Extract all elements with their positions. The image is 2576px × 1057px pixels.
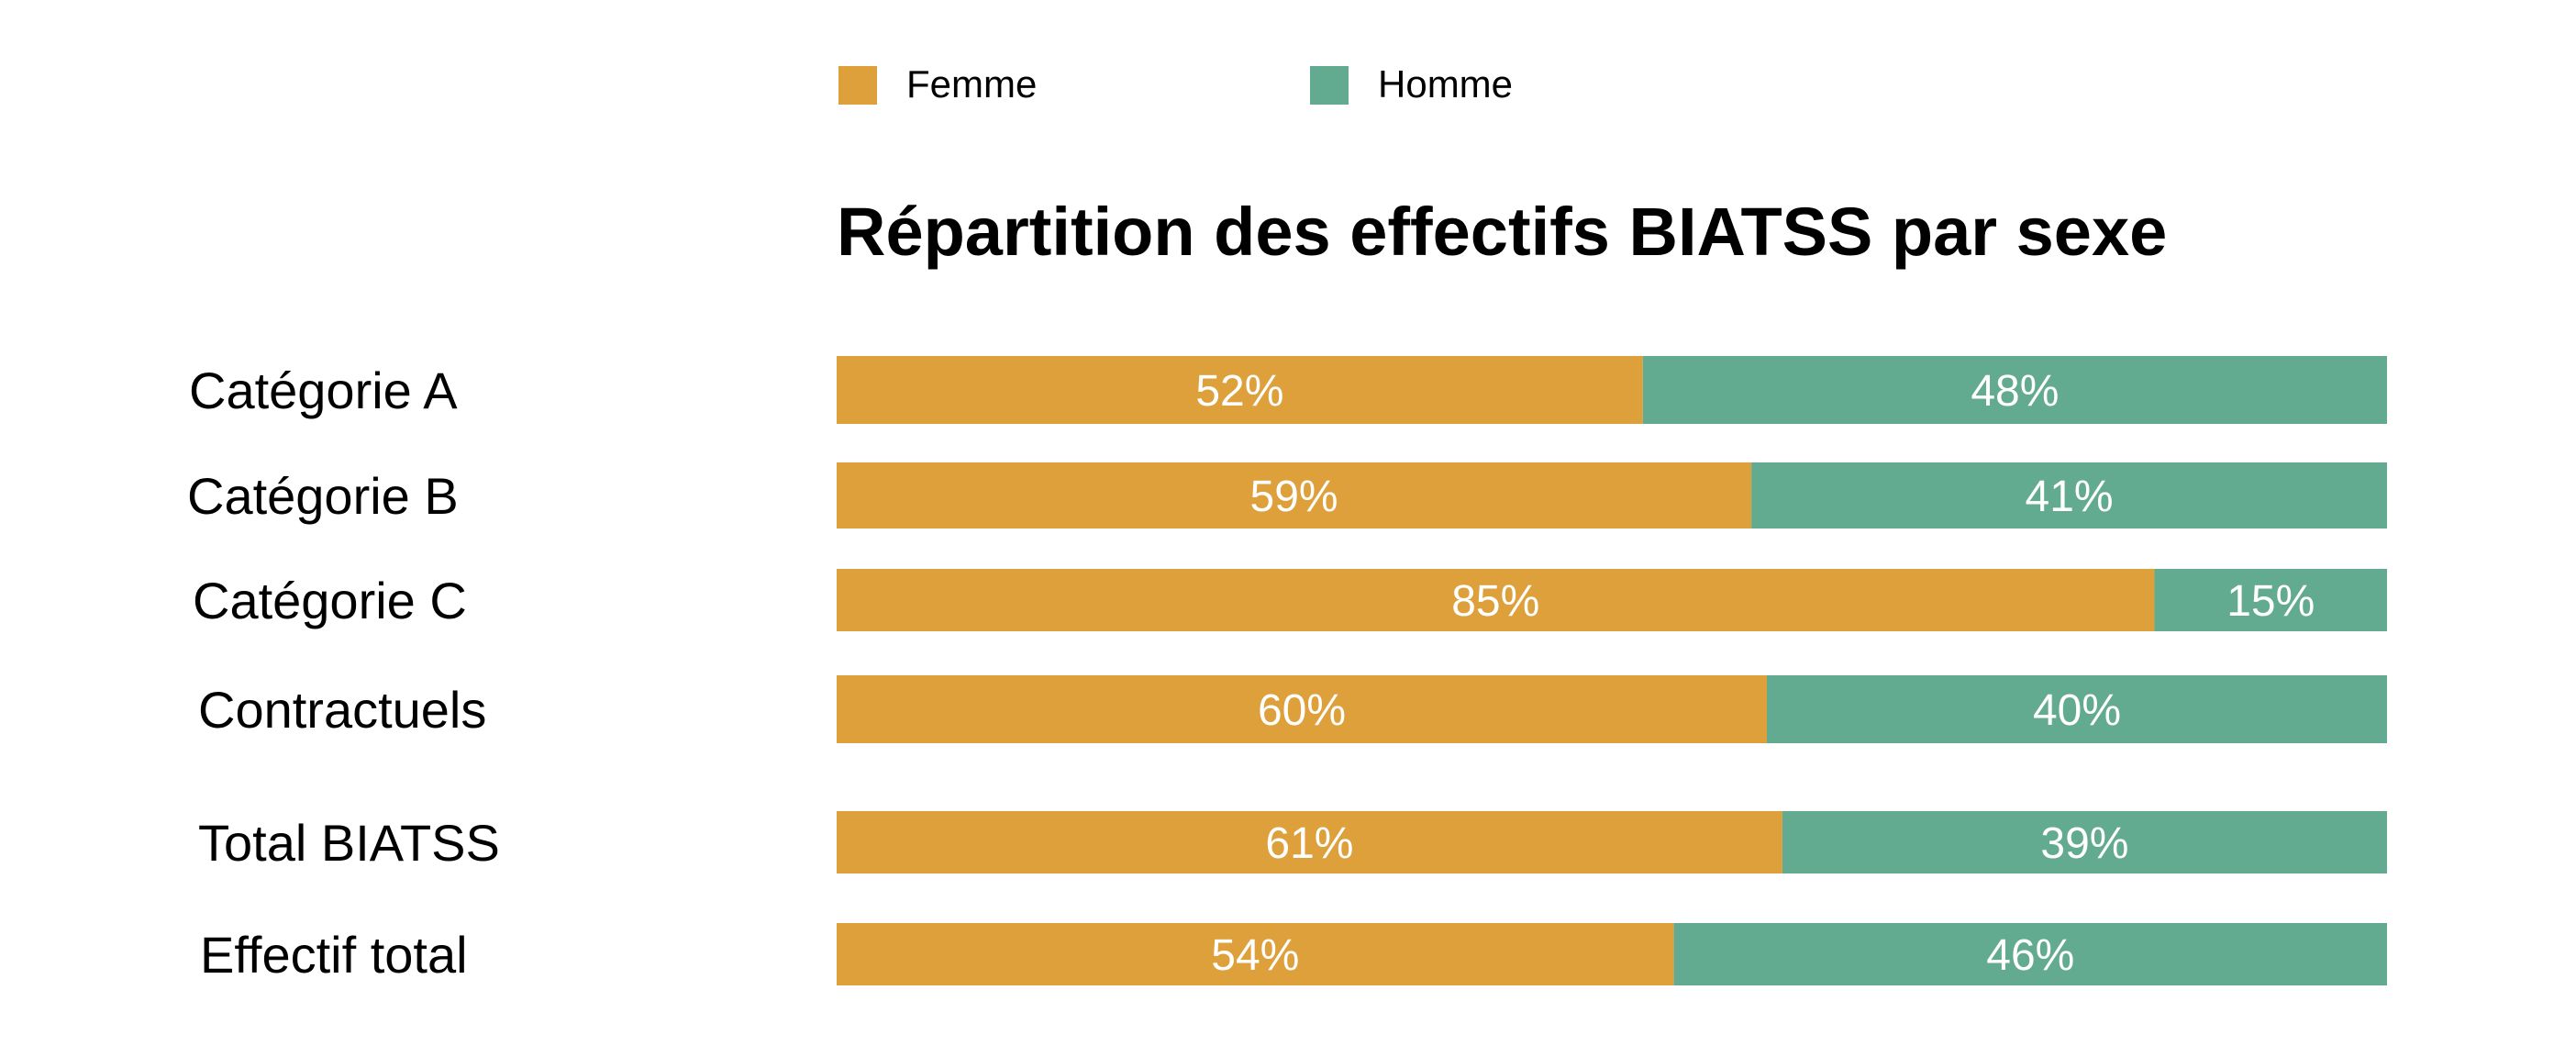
bar-segment-homme	[1751, 462, 2387, 528]
category-label: Catégorie B	[187, 467, 459, 525]
bar-row: 59% 41%	[837, 462, 2387, 528]
category-label: Total BIATSS	[198, 814, 500, 872]
legend-item-1: Homme	[1310, 62, 1513, 106]
legend-swatch	[1310, 66, 1349, 105]
category-label: Contractuels	[198, 681, 486, 739]
bar-row: 61% 39%	[837, 811, 2387, 873]
data-label: 48%	[1971, 367, 2059, 416]
data-label: 54%	[1211, 931, 1299, 980]
legend-swatch	[838, 66, 877, 105]
data-label: 40%	[2033, 686, 2121, 735]
data-label: 41%	[2026, 473, 2114, 521]
bar-segment-femme	[837, 675, 1767, 743]
data-label: 60%	[1258, 686, 1346, 735]
data-label: 15%	[2226, 577, 2315, 626]
category-label: Catégorie C	[193, 572, 467, 629]
bar-segment-femme	[837, 811, 1782, 873]
category-labels: Catégorie A Catégorie B Catégorie C Contrac…	[187, 362, 500, 984]
bar-segment-femme	[837, 462, 1752, 528]
data-label: 39%	[2040, 819, 2128, 868]
data-label: 46%	[1986, 931, 2074, 980]
chart-title: Répartition des effectifs BIATSS par sex…	[837, 194, 2167, 270]
bar-segment-homme	[1782, 811, 2387, 873]
bars: 52% 48% 59% 41% 85% 15% 60% 40% 61% 39% 54% 46%	[837, 356, 2387, 985]
data-label: 85%	[1451, 577, 1539, 626]
bar-segment-homme	[1642, 356, 2387, 424]
data-label: 59%	[1250, 473, 1338, 521]
bar-row: 85% 15%	[837, 569, 2387, 631]
data-label: 61%	[1265, 819, 1353, 868]
legend-item-0: Femme	[838, 62, 1037, 106]
bar-row: 60% 40%	[837, 675, 2387, 743]
bar-segment-femme	[837, 569, 2155, 631]
data-label: 52%	[1195, 367, 1283, 416]
legend-label: Femme	[906, 62, 1037, 106]
bar-segment-femme	[837, 923, 1674, 985]
bar-row: 54% 46%	[837, 923, 2387, 985]
legend: Femme Homme	[838, 62, 1513, 106]
category-label: Effectif total	[200, 926, 468, 984]
bar-segment-homme	[1767, 675, 2387, 743]
bar-row: 52% 48%	[837, 356, 2387, 424]
legend-label: Homme	[1378, 62, 1513, 106]
bar-segment-homme	[2154, 569, 2387, 631]
category-label: Catégorie A	[189, 362, 458, 419]
bar-segment-homme	[1673, 923, 2387, 985]
bar-segment-femme	[837, 356, 1643, 424]
